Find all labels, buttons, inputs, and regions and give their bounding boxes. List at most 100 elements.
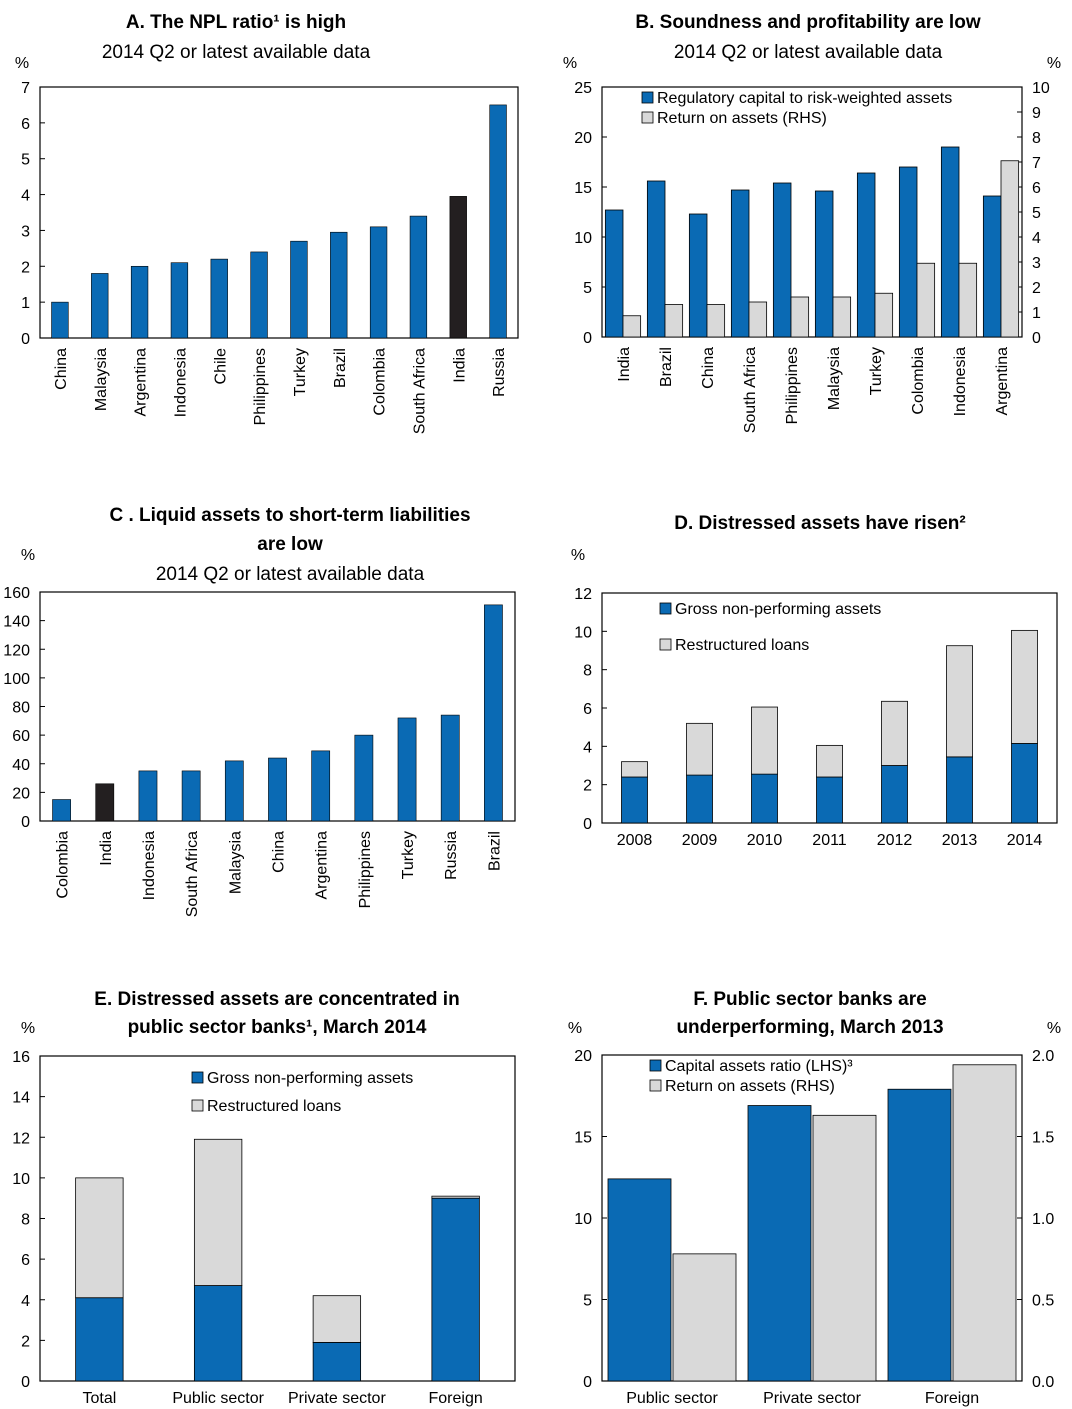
- y-tick-label-right: 1.0: [1032, 1211, 1054, 1228]
- legend-label: Restructured loans: [675, 637, 809, 654]
- y-axis-unit: %: [21, 1020, 35, 1037]
- x-tick-label: Argentina: [133, 348, 150, 417]
- bar-left-series: [607, 1178, 672, 1382]
- bar-restructured: [686, 722, 713, 776]
- bar-gross-npa: [193, 1285, 243, 1382]
- x-tick-label: Malaysia: [826, 347, 843, 410]
- y-tick-label-right: 2: [1032, 280, 1041, 297]
- y-tick-label: 7: [21, 80, 30, 97]
- x-tick-label: India: [451, 348, 468, 383]
- y-axis-unit: %: [571, 547, 585, 564]
- x-tick-label: Brazil: [486, 831, 503, 871]
- x-tick-label: 2011: [812, 832, 847, 849]
- x-tick-label: Brazil: [332, 348, 349, 388]
- chart-subtitle: 2014 Q2 or latest available data: [102, 42, 371, 63]
- panel-e: E. Distressed assets are concentrated in…: [12, 989, 516, 1407]
- y-tick-label-right: 0.0: [1032, 1374, 1054, 1391]
- panel-d: D. Distressed assets have risen²% 0 2 4 6 8 10…: [571, 513, 1058, 849]
- bar-restructured: [816, 744, 843, 778]
- legend-swatch: [641, 91, 654, 104]
- bar-left-series: [982, 195, 1002, 338]
- x-tick-label: Private sector: [763, 1390, 861, 1407]
- y-tick-label-right: 3: [1032, 255, 1041, 272]
- y-axis-unit-right: %: [1047, 1020, 1061, 1037]
- bar-left-series: [646, 180, 666, 338]
- bar-left-series: [604, 209, 624, 338]
- bar-right-series: [812, 1114, 877, 1382]
- y-tick-label: 2: [21, 259, 30, 276]
- y-tick-label: 2: [21, 1333, 30, 1350]
- y-tick-label: 12: [12, 1130, 30, 1147]
- x-tick-label: Malaysia: [227, 831, 244, 894]
- y-tick-label: 80: [12, 700, 30, 717]
- y-tick-label: 6: [21, 116, 30, 133]
- bar-right-series: [952, 1064, 1017, 1382]
- bar-left-series: [856, 172, 876, 338]
- bar-gross-npa: [946, 756, 973, 824]
- panel-b: B. Soundness and profitability are low20…: [563, 12, 1061, 433]
- legend-swatch: [191, 1099, 204, 1112]
- bar: [397, 717, 417, 822]
- y-tick-label: 1: [21, 295, 30, 312]
- bar-right-series: [748, 301, 768, 338]
- x-tick-label: Philippines: [252, 348, 269, 425]
- bar: [440, 714, 460, 822]
- bar: [51, 301, 69, 339]
- bar-gross-npa: [881, 765, 908, 824]
- x-tick-label: Indonesia: [172, 348, 189, 417]
- y-axis-unit: %: [563, 55, 577, 72]
- y-tick-label: 5: [583, 280, 592, 297]
- y-tick-label-right: 10: [1032, 80, 1050, 97]
- y-tick-label: 10: [574, 230, 592, 247]
- legend-label: Return on assets (RHS): [657, 110, 827, 127]
- x-tick-label: India: [616, 347, 633, 382]
- bar-right-series: [1000, 160, 1020, 338]
- legend-label: Return on assets (RHS): [665, 1078, 835, 1095]
- bar-restructured: [946, 645, 973, 758]
- bar-left-series: [747, 1105, 812, 1382]
- y-axis-unit-right: %: [1047, 55, 1061, 72]
- bar-restructured: [881, 700, 908, 766]
- x-tick-label: China: [53, 348, 70, 390]
- bar: [170, 262, 189, 339]
- bar: [52, 799, 71, 822]
- x-tick-label: South Africa: [411, 348, 428, 434]
- y-tick-label-right: 8: [1032, 130, 1041, 147]
- x-tick-label: Private sector: [288, 1390, 386, 1407]
- y-tick-label-right: 7: [1032, 155, 1041, 172]
- y-tick-label: 16: [12, 1049, 30, 1066]
- bar-gross-npa: [1011, 743, 1038, 824]
- y-axis-unit: %: [568, 1020, 582, 1037]
- legend-swatch: [649, 1079, 662, 1092]
- y-tick-label: 20: [12, 785, 30, 802]
- y-tick-label: 10: [574, 1211, 592, 1228]
- y-tick-label: 5: [21, 152, 30, 169]
- plot-frame: [39, 86, 519, 339]
- bar-left-series: [814, 190, 834, 338]
- y-tick-label: 3: [21, 223, 30, 240]
- chart-title: B. Soundness and profitability are low: [635, 12, 980, 33]
- legend-swatch: [649, 1059, 662, 1072]
- bar: [290, 240, 308, 339]
- legend: Regulatory capital to risk-weighted asse…: [641, 90, 952, 127]
- y-tick-label: 6: [583, 701, 592, 718]
- chart-title: A. The NPL ratio¹ is high: [126, 12, 346, 33]
- bar-left-series: [887, 1088, 952, 1382]
- legend: Gross non-performing assets Restructured …: [659, 601, 881, 654]
- x-tick-label: Total: [82, 1390, 116, 1407]
- bar: [489, 104, 507, 339]
- bar-restructured: [1011, 629, 1038, 744]
- bar-right-series: [664, 304, 684, 338]
- bar-gross-npa: [431, 1197, 480, 1382]
- x-tick-label: Turkey: [868, 347, 885, 395]
- y-tick-label: 8: [21, 1212, 30, 1229]
- x-tick-label: Brazil: [658, 347, 675, 387]
- legend-swatch: [659, 638, 672, 651]
- x-tick-label: Russia: [491, 348, 508, 397]
- x-tick-label: Public sector: [626, 1390, 718, 1407]
- legend-swatch: [659, 602, 672, 615]
- bar: [95, 783, 115, 822]
- x-tick-label: 2010: [747, 832, 783, 849]
- x-tick-label: Turkey: [400, 831, 417, 879]
